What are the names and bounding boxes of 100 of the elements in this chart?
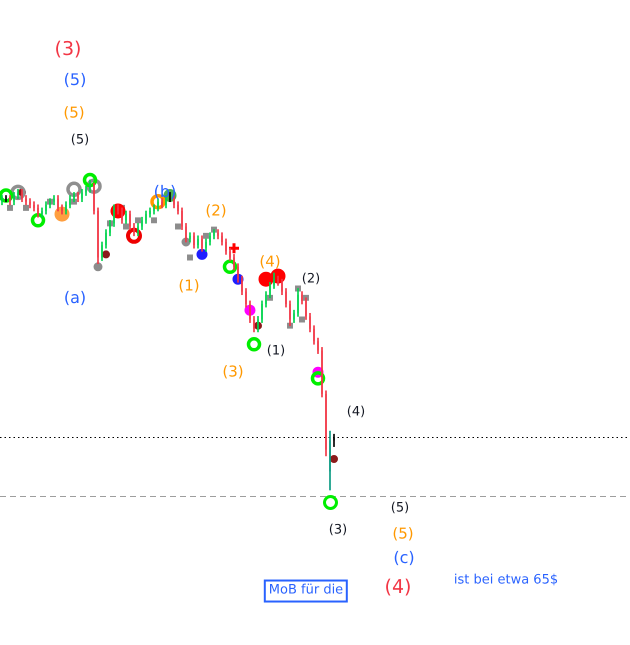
candlestick [149,208,151,218]
candlestick [81,188,83,202]
candlestick [313,325,315,345]
candlestick [53,195,55,206]
candlestick [57,195,59,212]
text: (5) [392,524,414,543]
candlestick [25,195,27,206]
point [30,213,46,228]
candlestick [73,192,75,202]
candlestick [61,204,63,214]
point [228,242,240,255]
candlestick [217,229,219,240]
point [222,260,238,274]
candlestick [233,254,235,270]
candlestick [249,300,251,323]
candlestick [245,288,247,308]
candlestick [289,300,291,326]
annotation: (1) [178,276,200,295]
candlestick [301,291,303,304]
point [203,232,209,239]
text: ist bei etwa 65$ [454,572,558,588]
text: (3) [54,38,82,61]
candlestick [133,223,135,236]
candlestick [77,192,79,202]
point [102,250,110,258]
candlestick [93,182,95,214]
point [151,217,157,224]
candlestick [317,338,319,354]
candlestick [109,220,111,236]
text: (5) [390,500,410,516]
candlestick [41,208,43,218]
candlestick [173,195,175,208]
point [82,172,98,188]
candlestick [49,198,51,208]
candlestick [113,204,115,227]
point [7,204,13,211]
candlestick [237,263,239,283]
candlestick [273,272,275,289]
candlestick [101,242,103,261]
point [23,204,29,211]
candlestick [197,235,199,249]
text: (5) [64,70,86,90]
text: (3) [328,522,348,538]
candlestick [97,208,99,264]
candlestick [33,201,35,212]
candlestick [209,232,211,246]
candlestick [121,208,123,224]
candlestick [221,232,223,246]
candlestick [201,235,203,252]
candlestick [309,312,311,332]
candlestick [281,278,283,296]
candlestick [329,430,331,490]
candlestick [9,195,11,206]
candlestick [1,195,3,206]
candlestick [277,276,279,286]
candlestick [293,310,295,323]
candlestick [125,210,127,224]
candlestick [129,210,131,230]
annotation: (1) [266,344,286,360]
candlestick [141,216,143,230]
point [123,224,129,230]
candlestick [13,192,15,206]
candlestick [137,223,139,236]
candlestick [189,232,191,242]
candlestick [193,232,195,249]
candlestick [269,282,271,298]
candlestick [65,201,67,214]
point [196,248,208,260]
point [246,337,262,352]
candlestick [229,248,231,261]
candlestick [253,316,255,332]
point [94,262,102,272]
point [135,217,141,224]
candlestick [21,188,23,202]
point [330,455,338,463]
text: (5) [70,132,90,148]
annotation: (2) [302,272,320,288]
candlestick [305,297,307,320]
annotation: (a) [64,288,86,308]
annotation: (b) [154,182,176,202]
point [299,316,305,322]
text: (5) [63,103,85,122]
point [66,182,82,198]
point [0,188,14,203]
candlestick [157,198,159,212]
candlestick [185,223,187,242]
text: (c) [393,548,415,568]
candlestick [205,238,207,252]
candlestick [257,316,259,332]
point [126,228,142,244]
candlestick [165,195,167,208]
candlestick [169,192,171,202]
candlestick [161,198,163,208]
candlestick [37,204,39,218]
candlestick [213,229,215,240]
text-frame: MoB für die [264,580,348,602]
candlestick [153,204,155,214]
candlestick [321,347,323,398]
candlestick [297,288,299,317]
candlestick [333,434,335,447]
